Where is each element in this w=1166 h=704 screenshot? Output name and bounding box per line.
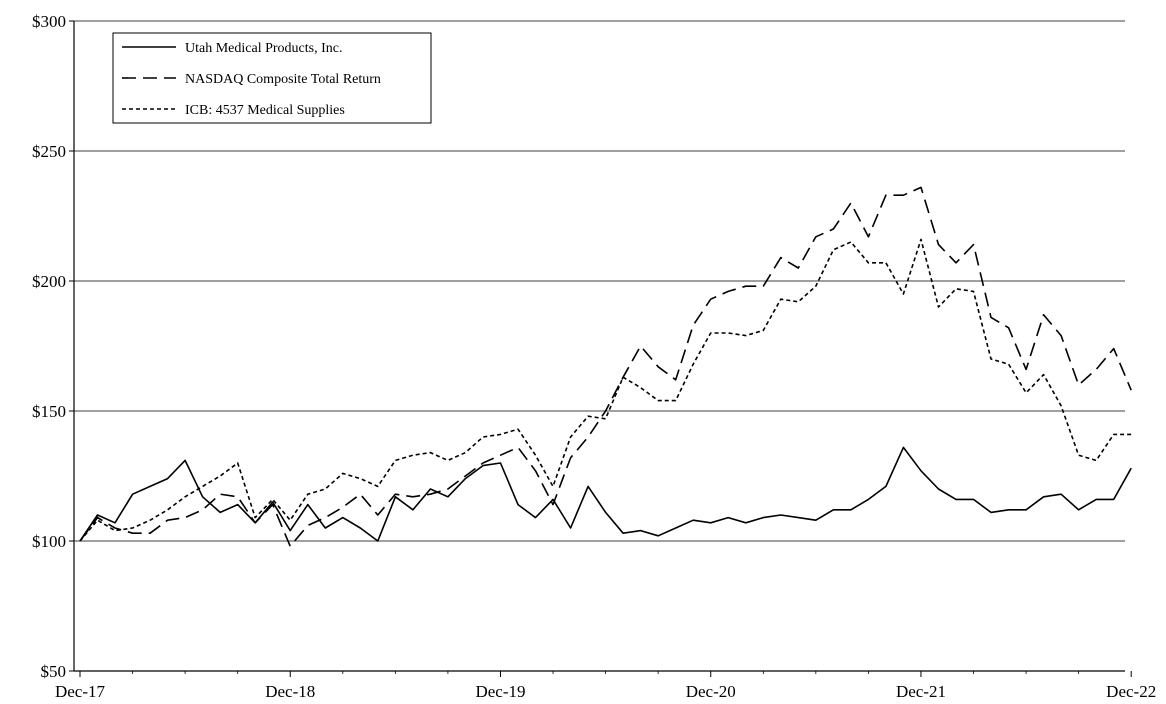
y-tick-label: $100 bbox=[32, 532, 66, 551]
x-tick-label: Dec-22 bbox=[1106, 682, 1156, 701]
x-tick-label: Dec-17 bbox=[55, 682, 106, 701]
x-tick-label: Dec-19 bbox=[475, 682, 525, 701]
y-tick-label: $150 bbox=[32, 402, 66, 421]
axes bbox=[69, 20, 1132, 677]
y-tick-label: $300 bbox=[32, 12, 66, 31]
x-tick-label: Dec-18 bbox=[265, 682, 315, 701]
series-line-1 bbox=[79, 186, 1132, 548]
series-line-0 bbox=[79, 446, 1132, 542]
legend: Utah Medical Products, Inc. NASDAQ Compo… bbox=[112, 32, 432, 124]
x-tick-label: Dec-21 bbox=[896, 682, 946, 701]
x-tick-labels: Dec-17 Dec-18 Dec-19 Dec-20 Dec-21 Dec-22 bbox=[55, 682, 1156, 701]
y-tick-label: $50 bbox=[41, 662, 67, 681]
y-tick-labels: $50 $100 $150 $200 $250 $300 bbox=[32, 12, 66, 681]
y-tick-label: $200 bbox=[32, 272, 66, 291]
legend-label-nasdaq: NASDAQ Composite Total Return bbox=[185, 72, 381, 87]
x-tick-label: Dec-20 bbox=[686, 682, 736, 701]
gridlines bbox=[74, 20, 1125, 542]
series-lines bbox=[79, 186, 1132, 548]
y-tick-label: $250 bbox=[32, 142, 66, 161]
legend-label-utah: Utah Medical Products, Inc. bbox=[185, 41, 342, 56]
series-line-2 bbox=[79, 238, 1132, 542]
legend-label-icb: ICB: 4537 Medical Supplies bbox=[185, 103, 345, 118]
